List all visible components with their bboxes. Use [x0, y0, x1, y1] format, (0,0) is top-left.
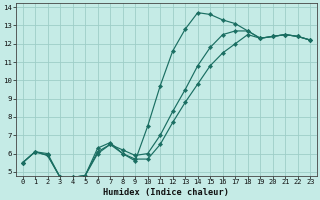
X-axis label: Humidex (Indice chaleur): Humidex (Indice chaleur) [103, 188, 229, 197]
